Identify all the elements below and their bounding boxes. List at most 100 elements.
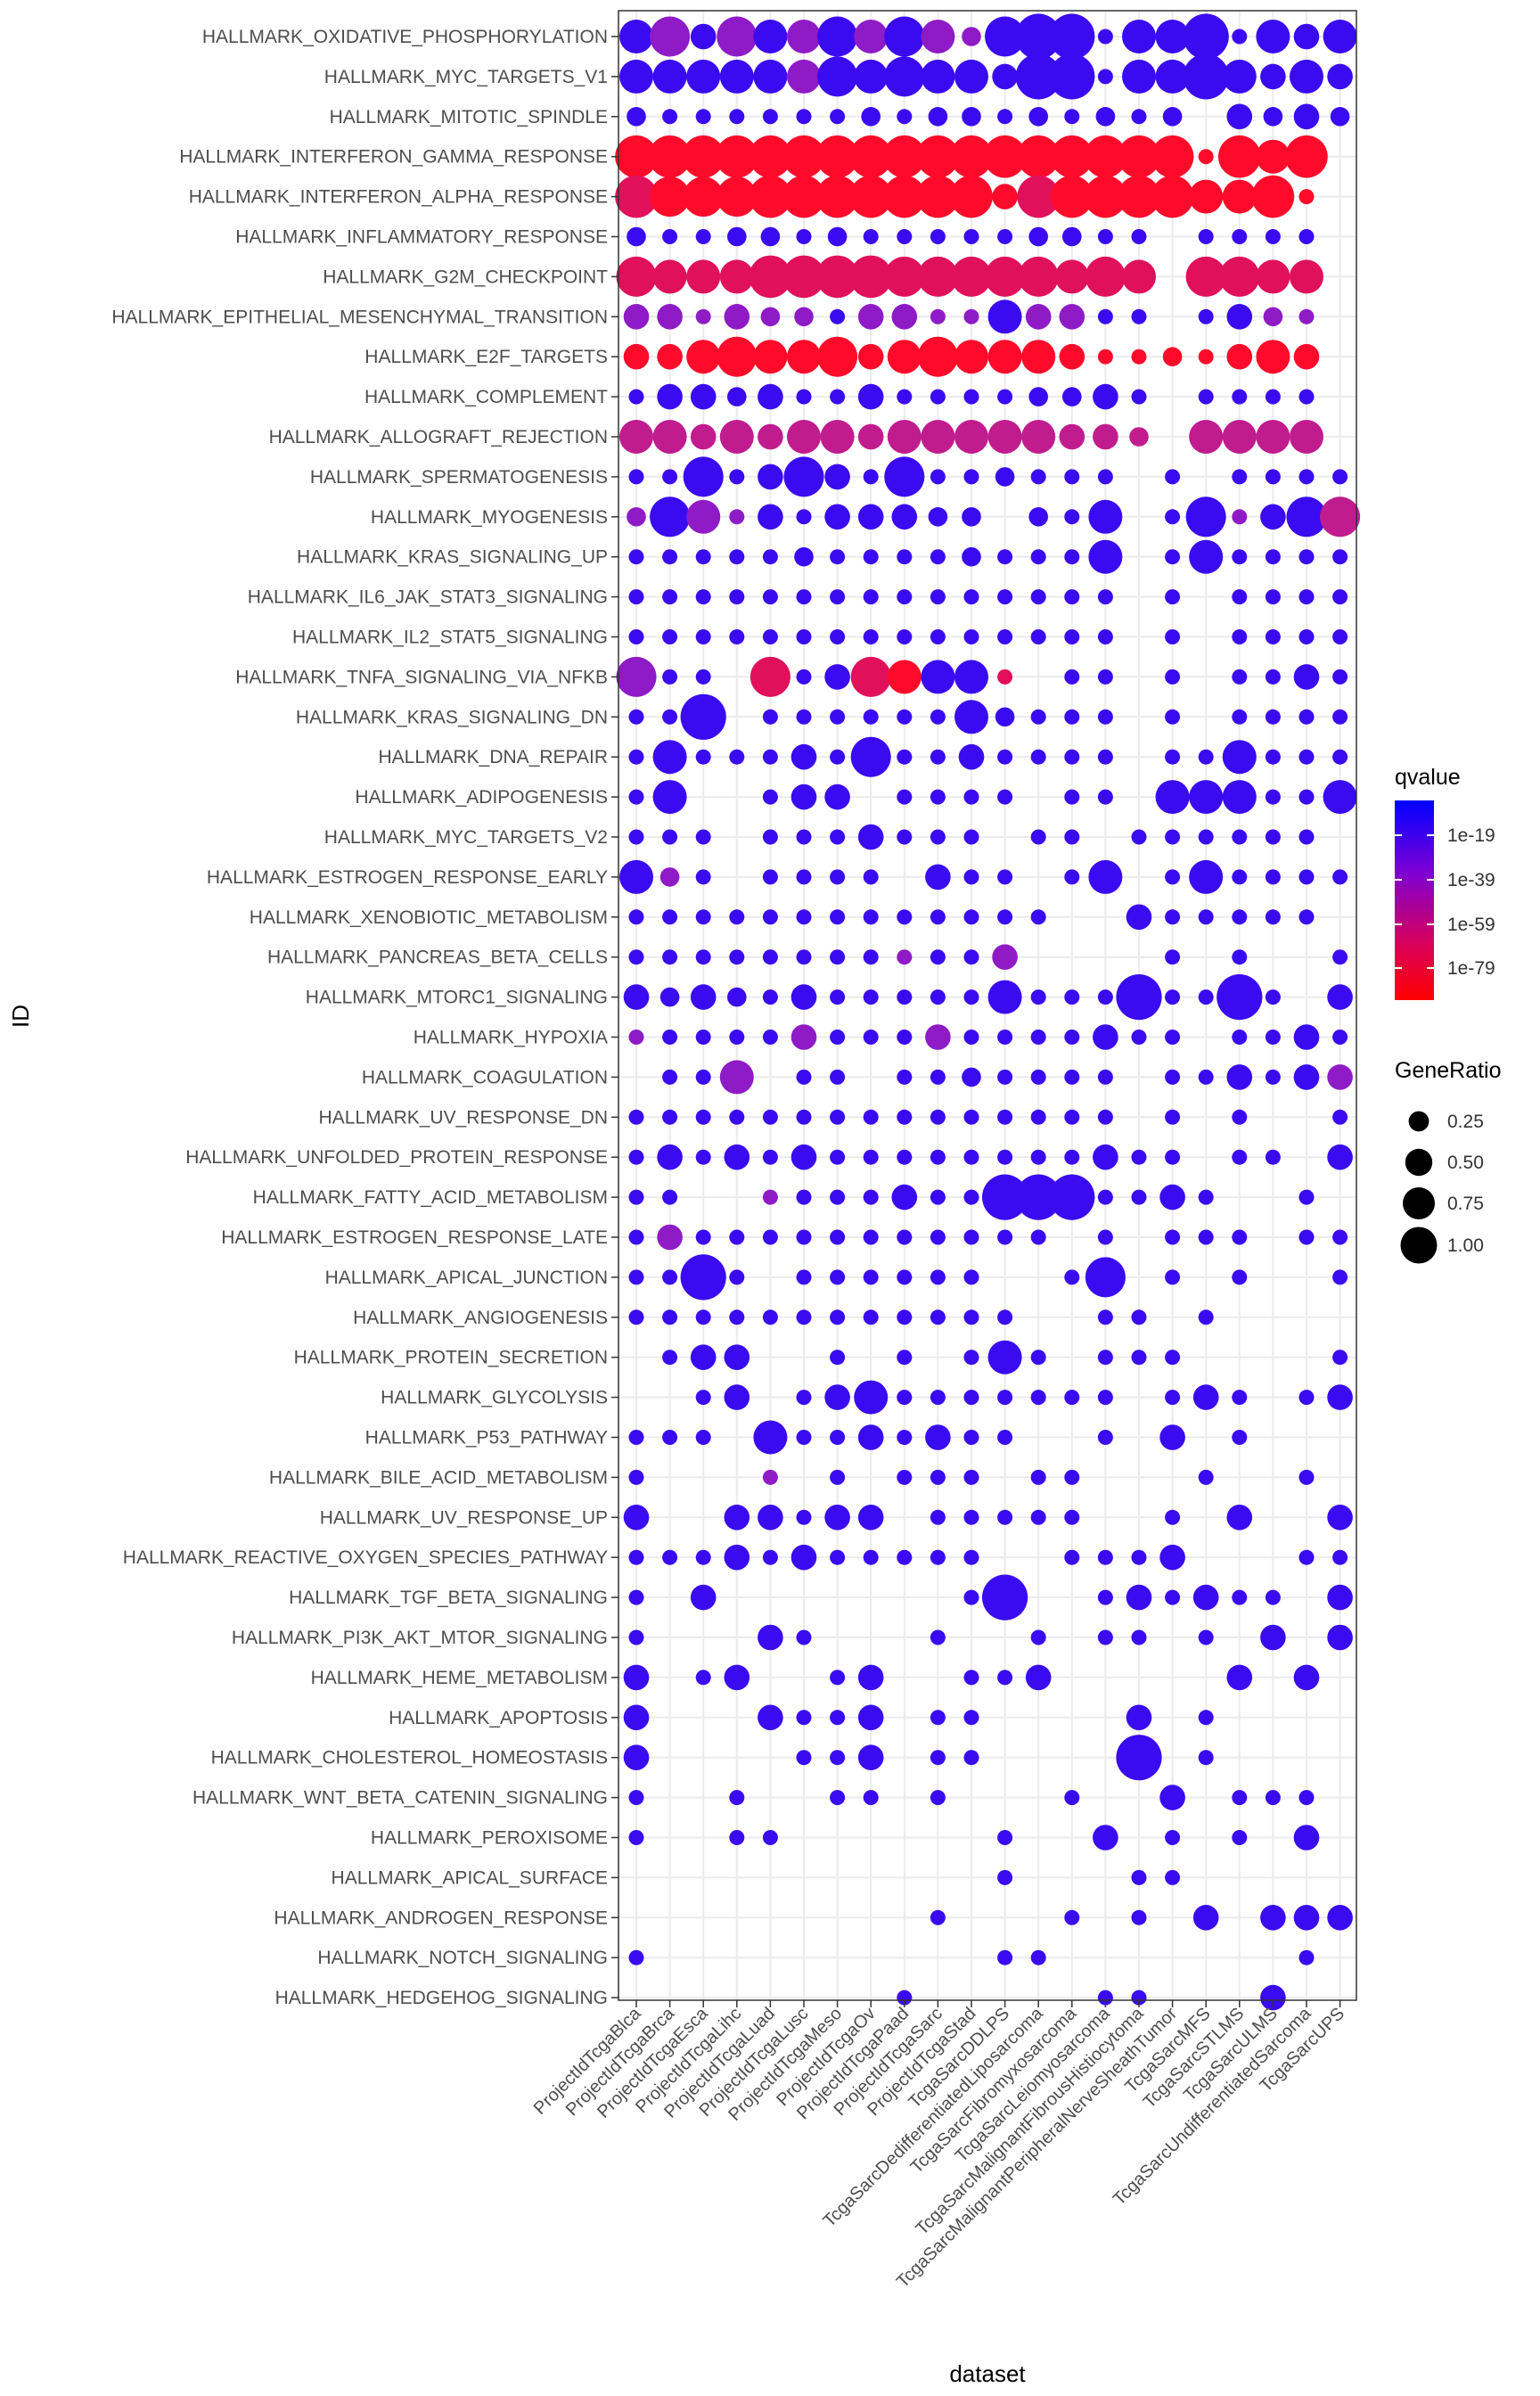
generatio-legend-label: 0.75	[1447, 1194, 1484, 1214]
dot	[1064, 1790, 1080, 1806]
dot	[861, 107, 881, 127]
dot	[1097, 1350, 1113, 1366]
dot	[662, 909, 678, 925]
dot	[1232, 1149, 1248, 1165]
dot	[758, 1505, 783, 1530]
dot	[1327, 1584, 1353, 1611]
dot	[796, 1750, 812, 1766]
y-tick-label: HALLMARK_UV_RESPONSE_UP	[320, 1507, 608, 1528]
dot	[790, 1544, 817, 1571]
dot	[854, 20, 889, 53]
dot	[963, 229, 979, 244]
dot	[729, 949, 745, 965]
dot	[1232, 29, 1248, 45]
dot	[930, 1269, 946, 1285]
dot	[830, 1189, 846, 1205]
dot	[863, 709, 879, 725]
dot	[863, 869, 879, 885]
dot	[652, 780, 687, 815]
dot	[628, 1949, 644, 1965]
dot	[815, 255, 859, 299]
dot	[1097, 1069, 1113, 1085]
dot	[796, 589, 812, 605]
dot	[1097, 1990, 1113, 2006]
dot	[762, 829, 778, 845]
dot	[887, 420, 922, 454]
dot	[628, 1309, 644, 1325]
dot	[662, 589, 678, 605]
dot	[650, 16, 691, 57]
dot	[1021, 420, 1056, 454]
dot	[1298, 1469, 1315, 1485]
dot	[628, 549, 644, 565]
dot	[1097, 669, 1113, 685]
dot	[695, 1549, 711, 1565]
dot	[1222, 420, 1257, 454]
dot	[997, 629, 1013, 644]
dot	[695, 549, 711, 565]
dot	[1198, 1189, 1214, 1205]
y-tick-label: HALLMARK_SPERMATOGENESIS	[310, 467, 608, 488]
dot	[863, 549, 879, 565]
y-tick-label: HALLMARK_KRAS_SIGNALING_DN	[296, 707, 608, 727]
dot	[857, 1704, 884, 1731]
dot	[830, 1069, 846, 1085]
dot	[997, 1390, 1013, 1406]
dot	[1298, 1549, 1315, 1565]
dot	[963, 1549, 979, 1565]
dot	[1017, 175, 1060, 218]
dot	[1232, 1390, 1248, 1406]
dot	[1059, 304, 1085, 330]
dot	[1232, 629, 1248, 644]
dot	[628, 1269, 644, 1285]
dot	[1131, 109, 1147, 125]
dot	[753, 59, 788, 94]
y-tick-label: HALLMARK_INTERFERON_ALPHA_RESPONSE	[189, 187, 608, 208]
dot	[863, 1030, 879, 1045]
dot	[695, 829, 711, 845]
dot	[1095, 107, 1116, 127]
dot	[796, 829, 812, 845]
dot	[1051, 135, 1094, 178]
dot	[897, 989, 913, 1005]
dot	[1059, 343, 1085, 370]
dot	[830, 549, 846, 565]
dot	[830, 1350, 846, 1366]
dot	[884, 56, 925, 97]
dot	[1232, 909, 1248, 925]
dot	[1049, 1174, 1095, 1220]
dot	[930, 1549, 946, 1565]
dot	[796, 1430, 812, 1445]
dot	[997, 869, 1013, 885]
dot	[662, 109, 678, 125]
dot	[1198, 1069, 1214, 1085]
dot	[820, 420, 855, 454]
dot	[1093, 383, 1118, 410]
dot	[1165, 1269, 1181, 1285]
dot	[1085, 256, 1126, 297]
dot	[662, 1309, 678, 1325]
dot	[717, 336, 758, 377]
dot	[1093, 1825, 1118, 1850]
dot	[1198, 349, 1214, 365]
dot	[1332, 589, 1348, 605]
dot	[686, 499, 721, 534]
dot	[1030, 909, 1046, 925]
dot	[891, 1184, 918, 1210]
dot	[659, 867, 680, 887]
y-tick-label: HALLMARK_OXIDATIVE_PHOSPHORYLATION	[202, 27, 608, 47]
dot	[662, 949, 678, 965]
dot	[863, 1309, 879, 1325]
dot	[1131, 1629, 1147, 1645]
dot	[897, 1350, 913, 1366]
dot	[1084, 135, 1127, 178]
dot	[716, 135, 758, 178]
dot	[1064, 1109, 1080, 1125]
dot	[1131, 389, 1147, 405]
dot	[1222, 59, 1257, 94]
dot	[1084, 175, 1127, 218]
dot	[963, 909, 979, 925]
dot	[1097, 749, 1113, 765]
dot	[762, 109, 778, 125]
dot	[1097, 469, 1113, 485]
